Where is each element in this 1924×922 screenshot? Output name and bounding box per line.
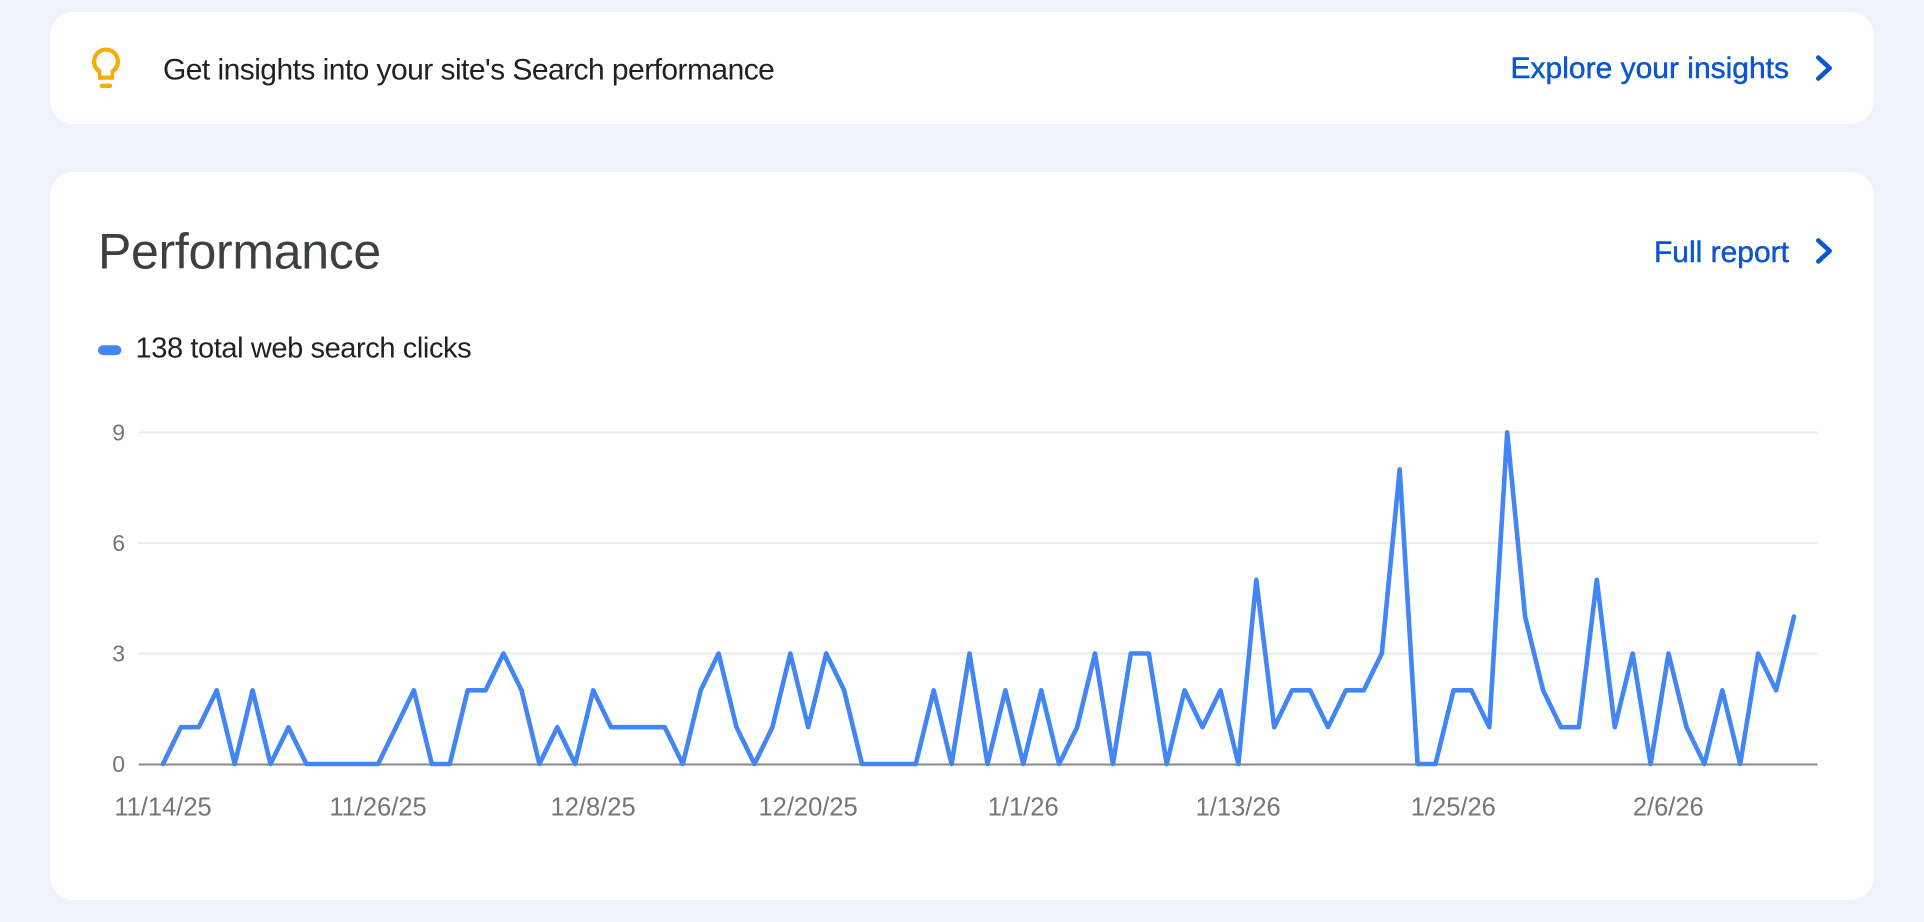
svg-text:11/14/25: 11/14/25 <box>114 794 211 822</box>
svg-text:1/13/26: 1/13/26 <box>1196 794 1281 822</box>
svg-text:6: 6 <box>112 530 125 556</box>
svg-text:Get insights into your site's: Get insights into your site's Search per… <box>163 54 774 87</box>
svg-text:0: 0 <box>112 751 125 777</box>
svg-text:1/1/26: 1/1/26 <box>988 794 1059 822</box>
svg-text:Performance: Performance <box>98 224 381 280</box>
svg-text:138 total web search clicks: 138 total web search clicks <box>136 333 472 365</box>
svg-text:Full report: Full report <box>1654 236 1790 269</box>
svg-text:2/6/26: 2/6/26 <box>1633 794 1704 822</box>
svg-text:3: 3 <box>112 641 125 667</box>
svg-text:11/26/25: 11/26/25 <box>329 794 426 822</box>
svg-text:1/25/26: 1/25/26 <box>1411 794 1496 822</box>
svg-text:Explore your insights: Explore your insights <box>1511 52 1789 85</box>
svg-text:12/20/25: 12/20/25 <box>758 794 857 822</box>
svg-text:9: 9 <box>112 420 125 446</box>
svg-text:12/8/25: 12/8/25 <box>551 794 636 822</box>
